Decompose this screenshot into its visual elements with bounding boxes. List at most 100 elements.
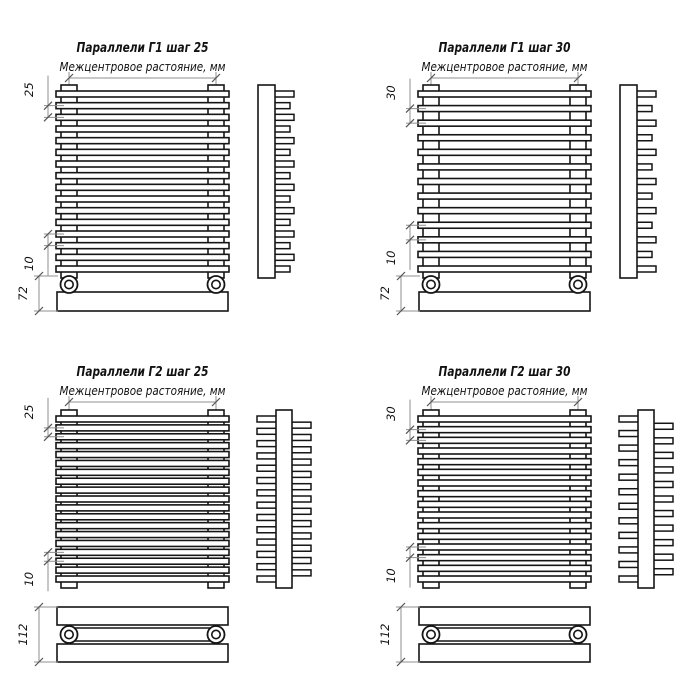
side-fin	[635, 250, 653, 259]
side-fin	[635, 90, 657, 98]
depth-dimension: 72	[378, 271, 420, 316]
dimension-tick	[34, 306, 44, 316]
radiator-bar	[55, 171, 230, 180]
radiator-bar	[55, 148, 230, 157]
bottom-slab	[418, 291, 591, 312]
radiator-bar	[417, 206, 592, 215]
dimension-tick	[43, 423, 53, 433]
side-fin-right	[290, 556, 312, 565]
side-fin-left	[256, 562, 278, 571]
side-fin-right	[652, 451, 674, 460]
radiator-bar	[417, 415, 592, 423]
side-fin	[273, 206, 295, 215]
radiator-bar	[417, 543, 592, 551]
radiator-bar	[417, 163, 592, 171]
diagram-title: Параллели Г1 шаг 30	[439, 40, 571, 56]
gap-dimension: 10	[384, 542, 426, 588]
dimension-tick	[405, 104, 415, 114]
radiator-bar	[417, 511, 592, 519]
side-fin	[273, 136, 295, 145]
mount-ferrule-inner	[573, 629, 584, 640]
intercenter-dimension	[64, 72, 221, 89]
gap-dimension-label: 10	[384, 568, 398, 583]
radiator-bar	[417, 119, 592, 127]
bottom-slab-back	[418, 643, 591, 663]
side-fin	[635, 148, 657, 157]
side-fin-left	[256, 550, 278, 559]
side-collector	[619, 84, 638, 279]
mount-ferrule-inner	[64, 279, 75, 290]
radiator-bar	[55, 206, 230, 215]
radiator-bar	[417, 90, 592, 98]
side-fin-left	[618, 517, 640, 525]
side-fin	[635, 221, 653, 229]
side-fin	[273, 253, 295, 262]
dimension-tick	[43, 432, 53, 442]
radiator-bar	[417, 148, 592, 157]
side-fin-right	[652, 480, 674, 489]
radiator-bar	[55, 477, 230, 486]
radiator-bar	[55, 486, 230, 494]
side-fin	[273, 195, 291, 203]
dimension-tick	[43, 229, 53, 239]
radiator-bar	[55, 459, 230, 468]
side-collector	[257, 84, 276, 279]
side-fin-left	[256, 427, 278, 436]
step-dimension-label: 30	[384, 85, 398, 100]
diagram-parallels-g1-step-30: Параллели Г1 шаг 30 Межцентровое растояни…	[378, 40, 657, 316]
side-fin-right	[290, 433, 312, 442]
side-fin-right	[652, 567, 674, 576]
diagram-parallels-g1-step-25: Параллели Г1 шаг 25 Межцентровое растояни…	[16, 40, 295, 316]
bottom-slab-back	[56, 643, 229, 663]
side-view	[257, 84, 295, 279]
radiator-bar	[55, 113, 230, 122]
dimension-tick	[426, 397, 436, 407]
side-fin-left	[256, 439, 278, 448]
radiator-bar	[417, 104, 592, 113]
dimension-tick	[43, 556, 53, 566]
side-fin-right	[652, 538, 674, 547]
dimension-tick	[405, 235, 415, 245]
step-dimension: 30	[384, 78, 426, 128]
bottom-view	[56, 606, 229, 663]
mount-rail	[68, 627, 217, 642]
front-view	[55, 84, 230, 279]
radiator-bar	[55, 557, 230, 566]
radiator-bar	[417, 250, 592, 259]
side-fin	[635, 104, 653, 113]
side-fin-left	[256, 476, 278, 485]
depth-dimension-label: 112	[378, 624, 392, 646]
step-dimension-label: 30	[384, 406, 398, 421]
side-fin-right	[290, 532, 312, 540]
radiator-bar	[417, 532, 592, 541]
gap-dimension-label: 10	[22, 572, 36, 587]
side-fin	[273, 241, 291, 250]
step-dimension-label: 25	[22, 82, 36, 97]
dimension-tick	[405, 553, 415, 563]
side-fin-left	[618, 473, 640, 481]
side-fin	[635, 192, 653, 200]
radiator-bar	[417, 489, 592, 498]
side-fin	[273, 230, 295, 238]
dimension-tick	[396, 271, 406, 281]
radiator-bar	[55, 195, 230, 203]
radiator-bar	[417, 221, 592, 230]
diagram-parallels-g2-step-25: Параллели Г2 шаг 25 Межцентровое растояни…	[16, 364, 312, 667]
side-fin-right	[290, 482, 312, 491]
side-fin-left	[256, 538, 278, 546]
side-fin-left	[618, 429, 640, 438]
side-fin-right	[290, 507, 312, 516]
gap-dimension: 10	[22, 547, 64, 592]
radiator-bar	[55, 548, 230, 557]
radiator-bar	[417, 564, 592, 573]
bottom-view	[56, 275, 229, 312]
dimension-tick	[405, 435, 415, 445]
radiator-bar	[55, 160, 230, 168]
side-fin-right	[290, 519, 312, 528]
radiator-bar	[55, 450, 230, 459]
mount-ferrule-inner	[573, 279, 584, 290]
side-fin	[635, 119, 657, 127]
side-fin-left	[256, 501, 278, 509]
side-fin	[273, 265, 291, 273]
bottom-slab	[56, 291, 229, 312]
